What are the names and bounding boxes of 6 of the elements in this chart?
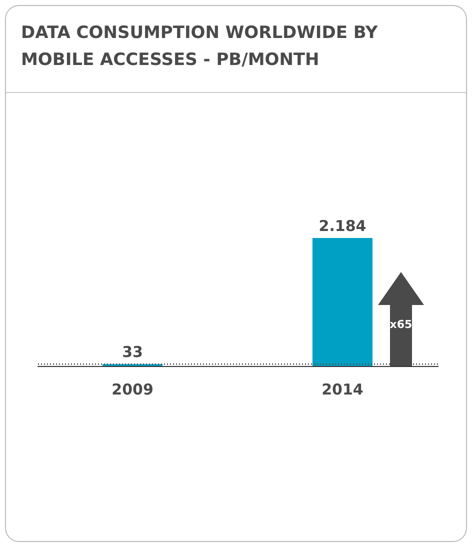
x-tick-label: 2009	[112, 380, 154, 398]
data-label: 2.184	[318, 217, 366, 235]
data-label: 33	[122, 343, 143, 362]
chart-title: DATA CONSUMPTION WORLDWIDE BY MOBILE ACCESSES - PB/MONTH	[21, 22, 379, 72]
x-tick-label: 2014	[322, 380, 364, 398]
annotation: x65	[388, 318, 414, 331]
